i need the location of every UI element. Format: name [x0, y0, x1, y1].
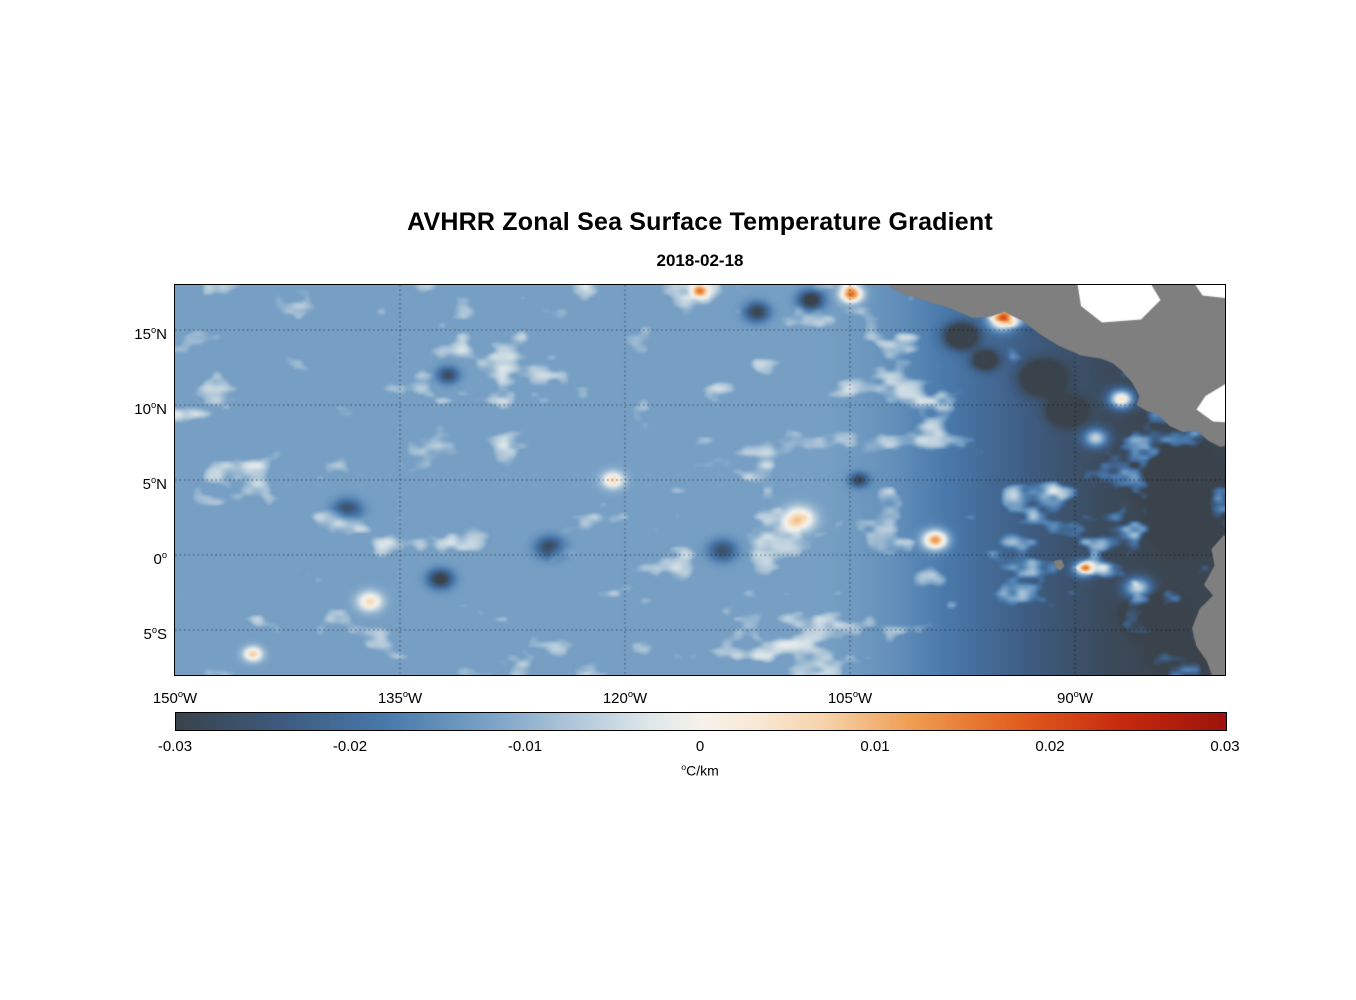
degree-symbol: o — [150, 400, 157, 410]
x-axis-label-120w: 120oW — [580, 684, 670, 709]
degree-symbol: o — [852, 689, 859, 699]
degree-symbol: o — [150, 325, 157, 335]
hemisphere-letter: W — [183, 690, 198, 707]
y-tick-value: 15 — [134, 326, 151, 343]
colorbar-tick-neg003: -0.03 — [157, 738, 193, 755]
degree-symbol: o — [150, 475, 157, 485]
x-tick-value: 135 — [377, 690, 403, 707]
y-axis-label-5s: 5oS — [105, 620, 167, 645]
degree-symbol: o — [177, 689, 184, 699]
y-axis-label-10n: 10oN — [105, 395, 167, 420]
colorbar-tick-zero: 0 — [695, 738, 705, 755]
y-tick-value: 5 — [142, 476, 151, 493]
hemisphere-letter: W — [858, 690, 873, 707]
x-tick-value: 105 — [827, 690, 853, 707]
y-axis-label-0: 0o — [105, 545, 167, 570]
x-axis-label-135w: 135oW — [355, 684, 445, 709]
colorbar-tick-003: 0.03 — [1210, 738, 1240, 755]
hemisphere-letter: W — [633, 690, 648, 707]
colorbar-gradient — [176, 713, 1226, 730]
y-axis-label-5n: 5oN — [105, 470, 167, 495]
colorbar-tick-001: 0.01 — [860, 738, 890, 755]
unit-text: C/km — [686, 762, 719, 779]
map-plot-area — [174, 284, 1226, 676]
degree-symbol: o — [161, 550, 167, 560]
hemisphere-letter: W — [408, 690, 423, 707]
hemisphere-letter: N — [156, 326, 167, 343]
degree-symbol: o — [627, 689, 634, 699]
degree-symbol: o — [151, 625, 157, 635]
hemisphere-letter: W — [1078, 690, 1094, 707]
hemisphere-letter: S — [156, 626, 167, 643]
colorbar-tick-neg002: -0.02 — [332, 738, 368, 755]
x-axis-label-90w: 90oW — [1030, 684, 1120, 709]
y-tick-value: 10 — [134, 401, 151, 418]
y-axis-label-15n: 15oN — [105, 320, 167, 345]
x-tick-value: 120 — [602, 690, 628, 707]
map-land-grid-overlay-canvas — [175, 285, 1225, 675]
colorbar — [175, 712, 1227, 731]
colorbar-unit-label: oC/km — [175, 762, 1225, 779]
x-tick-value: 90 — [1056, 690, 1074, 707]
x-axis-label-105w: 105oW — [805, 684, 895, 709]
colorbar-tick-neg001: -0.01 — [507, 738, 543, 755]
chart-date-subtitle: 2018-02-18 — [656, 251, 744, 270]
y-tick-value: 0 — [153, 551, 162, 568]
x-tick-value: 150 — [152, 690, 178, 707]
hemisphere-letter: N — [156, 401, 167, 418]
x-axis-label-150w: 150oW — [130, 684, 220, 709]
chart-title: AVHRR Zonal Sea Surface Temperature Grad… — [407, 208, 993, 236]
hemisphere-letter: N — [156, 476, 167, 493]
y-tick-value: 5 — [143, 626, 152, 643]
colorbar-tick-002: 0.02 — [1035, 738, 1065, 755]
degree-symbol: o — [1073, 689, 1079, 699]
degree-symbol: o — [681, 762, 687, 772]
degree-symbol: o — [402, 689, 409, 699]
